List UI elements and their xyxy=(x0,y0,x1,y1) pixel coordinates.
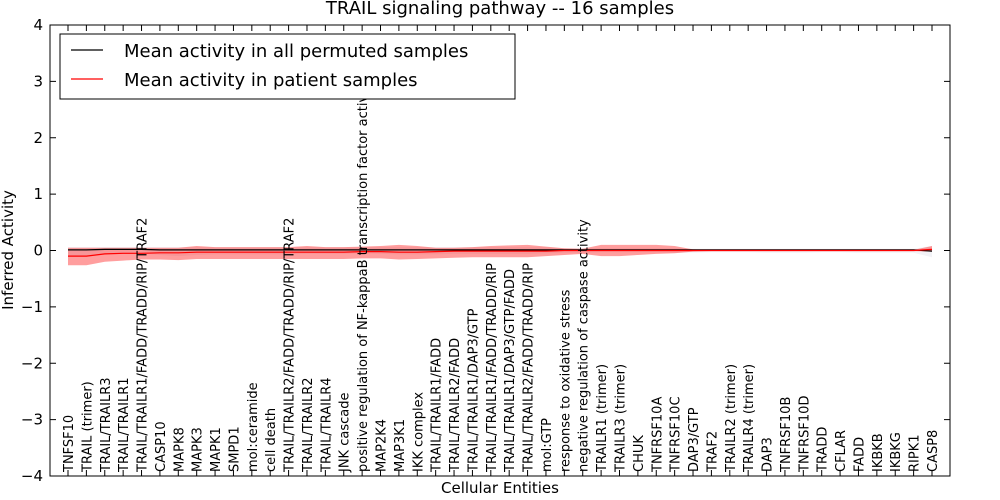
x-tick-label: MAP2K4 xyxy=(375,419,390,472)
y-tick-label: −1 xyxy=(21,298,43,316)
x-tick-label: MAPK8 xyxy=(172,427,187,472)
x-tick-label: RIPK1 xyxy=(908,434,923,472)
x-tick-label: TRAILR1 (trimer) xyxy=(595,364,610,473)
x-tick-labels: TNFSF10 TRAIL (trimer) TRAIL/TRAILR3 TRAIL/… xyxy=(62,78,941,473)
x-tick-label: TNFRSF10A xyxy=(650,397,665,473)
x-tick-label: TNFSF10 xyxy=(62,415,77,473)
x-tick-label: response to oxidative stress xyxy=(558,289,573,472)
x-tick-label: CHUK xyxy=(632,435,647,472)
y-tick-label: −2 xyxy=(21,354,43,372)
x-tick-label: DAP3/GTP xyxy=(687,407,702,472)
y-tick-label: 2 xyxy=(33,129,43,147)
legend-label-patient: Mean activity in patient samples xyxy=(124,70,418,91)
x-tick-label: TRAIL/TRAILR2/FADD xyxy=(448,338,463,473)
x-tick-label: TNFRSF10B xyxy=(779,397,794,473)
x-tick-label: TRAIL/TRAILR1 xyxy=(117,377,132,473)
x-tick-label: MAPK3 xyxy=(191,427,206,472)
y-tick-label: −4 xyxy=(21,467,43,485)
x-tick-label: TNFRSF10D xyxy=(797,396,812,473)
band-series-1 xyxy=(68,245,932,265)
y-tick-label: −3 xyxy=(21,411,43,429)
legend-label-permuted: Mean activity in all permuted samples xyxy=(124,41,468,62)
x-tick-label: MAP3K1 xyxy=(393,419,408,472)
x-tick-label: SMPD1 xyxy=(227,426,242,472)
x-tick-label: positive regulation of NF-kappaB transcr… xyxy=(356,78,371,472)
chart-title: TRAIL signaling pathway -- 16 samples xyxy=(325,0,674,19)
x-tick-label: TRAILR3 (trimer) xyxy=(614,364,629,473)
x-tick-label: cell death xyxy=(264,408,279,472)
x-tick-label: TRAIL/TRAILR3 xyxy=(99,377,114,473)
y-axis-label: Inferred Activity xyxy=(0,190,17,310)
x-tick-label: TRAIL/TRAILR2/FADD/TRADD/RIP xyxy=(522,263,537,473)
x-tick-label: TRAIL/TRAILR1/FADD/TRADD/RIP xyxy=(485,263,500,473)
x-tick-label: CFLAR xyxy=(834,430,849,472)
x-tick-label: DAP3 xyxy=(761,437,776,472)
confidence-bands xyxy=(68,245,932,265)
y-tick-label: 4 xyxy=(33,16,43,34)
x-tick-label: IKK complex xyxy=(411,392,426,472)
x-tick-label: TNFRSF10C xyxy=(669,396,684,473)
x-tick-label: TRADD xyxy=(816,427,831,473)
chart: 4 3 2 1 0 −1 −2 −3 −4 TNFSF10 TRAIL (trimer) TRAIL… xyxy=(0,0,1000,500)
x-tick-label: TRAIL/TRAILR1/DAP3/GTP/FADD xyxy=(503,269,518,473)
x-tick-label: TRAIL/TRAILR4 xyxy=(319,377,334,473)
x-tick-label: TRAIL/TRAILR1/FADD xyxy=(430,338,445,473)
x-tick-label: TRAIL/TRAILR1/FADD/TRADD/RIP/TRAF2 xyxy=(136,218,151,473)
x-tick-label: negative regulation of caspase activity xyxy=(577,219,592,472)
y-tick-label: 3 xyxy=(33,72,43,90)
legend: Mean activity in all permuted samples Me… xyxy=(60,34,515,99)
x-tick-label: TRAIL/TRAILR2 xyxy=(301,377,316,473)
x-tick-label: IKBKG xyxy=(889,432,904,472)
x-tick-label: TRAIL/TRAILR1/DAP3/GTP xyxy=(466,308,481,473)
x-tick-label: mol:ceramide xyxy=(246,382,261,472)
x-tick-label: TRAIL/TRAILR2/FADD/TRADD/RIP/TRAF2 xyxy=(283,218,298,473)
x-tick-label: TRAILR2 (trimer) xyxy=(724,364,739,473)
x-tick-label: JNK cascade xyxy=(338,393,353,473)
x-tick-label: CASP8 xyxy=(926,430,941,472)
x-tick-label: CASP10 xyxy=(154,421,169,472)
x-tick-label: TRAILR4 (trimer) xyxy=(742,364,757,473)
y-tick-label: 0 xyxy=(33,242,43,260)
x-tick-label: TRAF2 xyxy=(705,431,720,473)
x-tick-label: MAPK1 xyxy=(209,427,224,472)
y-tick-label: 1 xyxy=(33,185,43,203)
x-axis-label: Cellular Entities xyxy=(441,479,559,497)
x-tick-label: mol:GTP xyxy=(540,418,555,472)
x-tick-label: TRAIL (trimer) xyxy=(80,381,95,473)
x-tick-label: FADD xyxy=(853,437,868,472)
x-tick-label: IKBKB xyxy=(871,433,886,472)
